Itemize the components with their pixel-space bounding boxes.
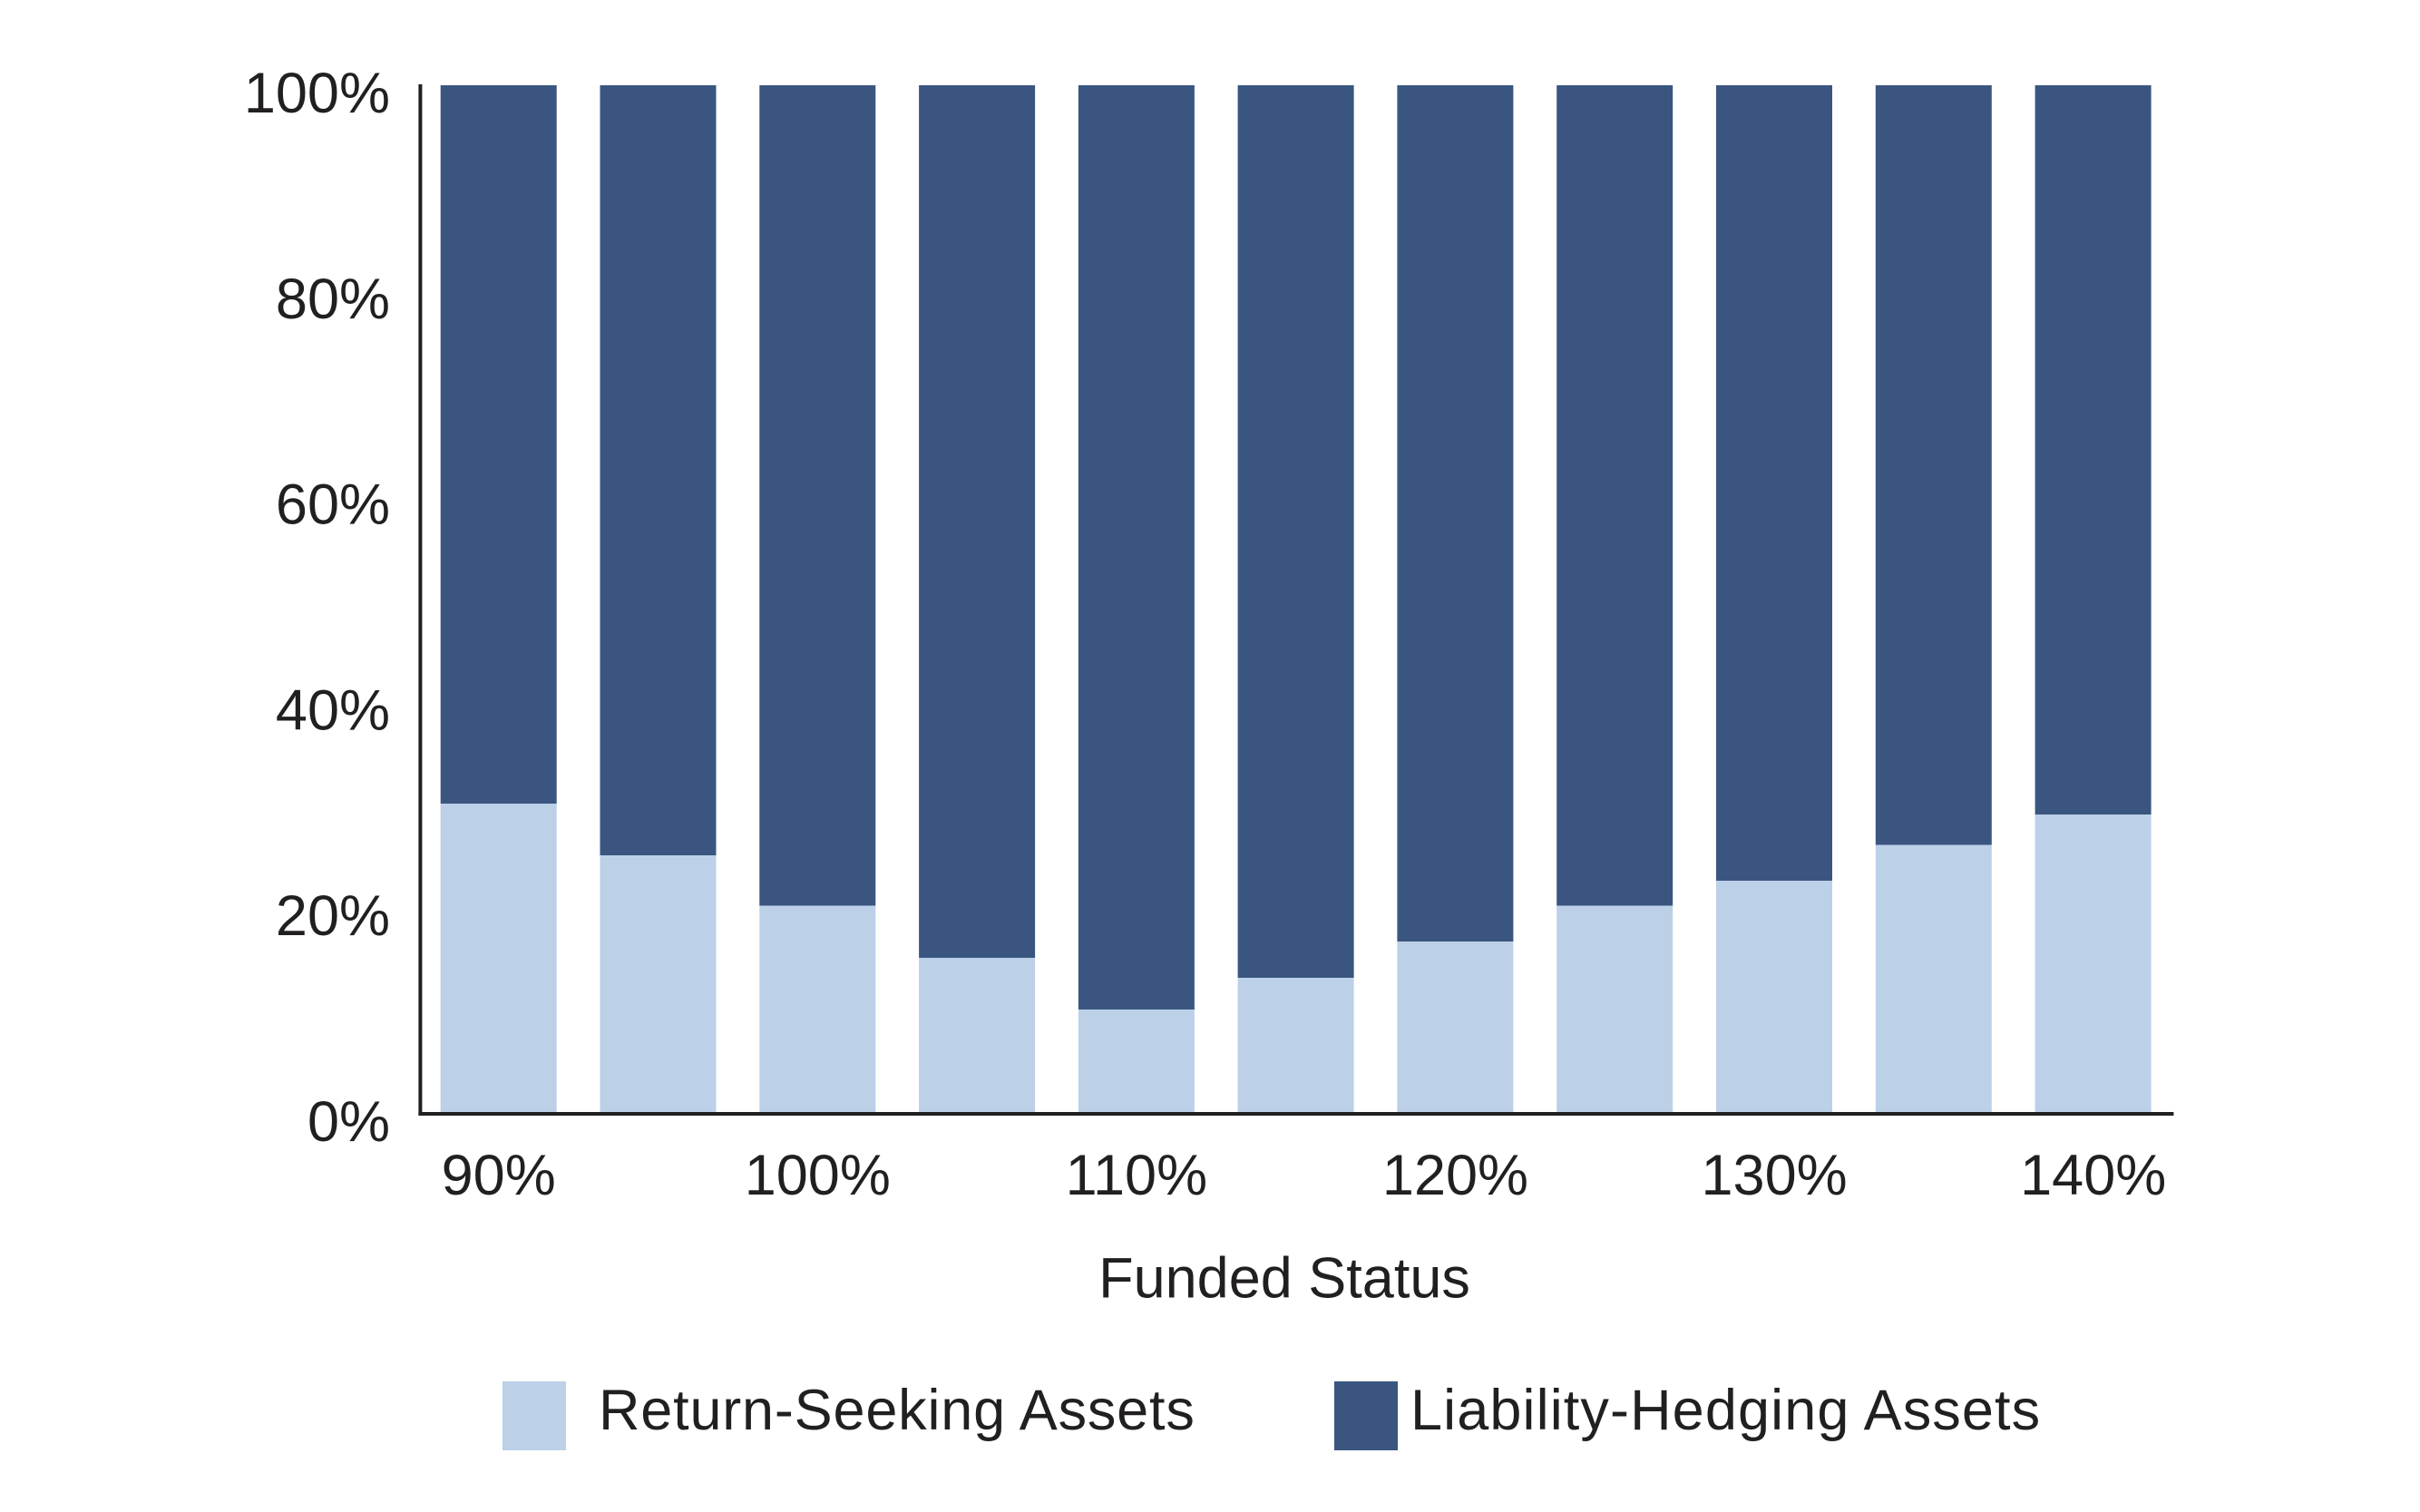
svg-text:100%: 100% <box>244 62 390 125</box>
svg-text:120%: 120% <box>1382 1144 1528 1207</box>
svg-text:90%: 90% <box>442 1144 556 1207</box>
svg-text:80%: 80% <box>276 268 390 331</box>
svg-text:Return-Seeking Assets: Return-Seeking Assets <box>599 1379 1195 1442</box>
svg-text:0%: 0% <box>307 1090 390 1154</box>
svg-text:Funded Status: Funded Status <box>1098 1246 1470 1310</box>
svg-text:40%: 40% <box>276 678 390 742</box>
svg-text:100%: 100% <box>745 1144 891 1207</box>
svg-text:130%: 130% <box>1702 1144 1848 1207</box>
svg-text:140%: 140% <box>2020 1144 2166 1207</box>
svg-text:Liability-Hedging Assets: Liability-Hedging Assets <box>1410 1379 2041 1442</box>
svg-text:110%: 110% <box>1066 1144 1207 1207</box>
svg-text:60%: 60% <box>276 473 390 537</box>
svg-text:20%: 20% <box>276 884 390 948</box>
